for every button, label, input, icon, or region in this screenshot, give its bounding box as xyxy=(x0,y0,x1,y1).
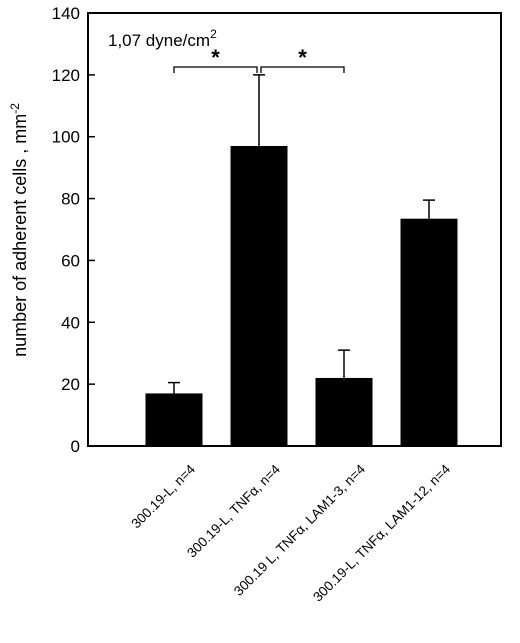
significance-bracket xyxy=(260,66,345,73)
y-axis-ticks: 0 20 40 60 80 100 120 140 xyxy=(52,4,95,456)
y-tick-label: 40 xyxy=(61,313,80,332)
error-bars-group xyxy=(168,74,435,394)
category-label: 300.19-L, TNFα, n=4 xyxy=(184,461,283,560)
significance-brackets: * * xyxy=(173,45,345,73)
shear-stress-annotation: 1,07 dyne/cm2 xyxy=(108,27,217,50)
bar xyxy=(400,218,458,446)
y-tick-label: 60 xyxy=(61,251,80,270)
bar xyxy=(145,393,203,446)
y-axis-label: number of adherent cells , mm-2 xyxy=(8,103,30,357)
bars-group xyxy=(145,145,458,446)
plot-area-frame xyxy=(87,12,502,447)
y-tick-label: 100 xyxy=(52,128,80,147)
category-label: 300.19-L, n=4 xyxy=(128,461,198,531)
category-label: 300.19-L, TNFα, LAM1-12, n=4 xyxy=(310,461,453,604)
bar xyxy=(230,145,288,446)
significance-star: * xyxy=(211,45,220,70)
bar xyxy=(315,377,373,446)
significance-bracket xyxy=(173,66,258,73)
y-tick-label: 140 xyxy=(52,4,80,23)
y-tick-label: 0 xyxy=(71,437,80,456)
y-tick-label: 120 xyxy=(52,66,80,85)
significance-star: * xyxy=(298,45,307,70)
y-tick-label: 20 xyxy=(61,375,80,394)
y-tick-label: 80 xyxy=(61,190,80,209)
